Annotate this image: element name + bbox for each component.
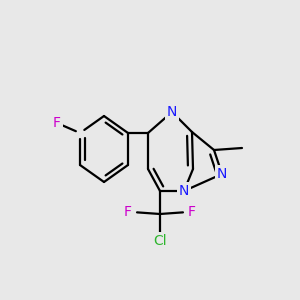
Text: F: F	[188, 205, 196, 219]
Text: N: N	[179, 184, 189, 198]
Text: F: F	[53, 116, 61, 130]
Text: Cl: Cl	[153, 234, 167, 248]
Text: N: N	[167, 105, 177, 119]
Text: N: N	[217, 167, 227, 181]
Text: F: F	[124, 205, 132, 219]
